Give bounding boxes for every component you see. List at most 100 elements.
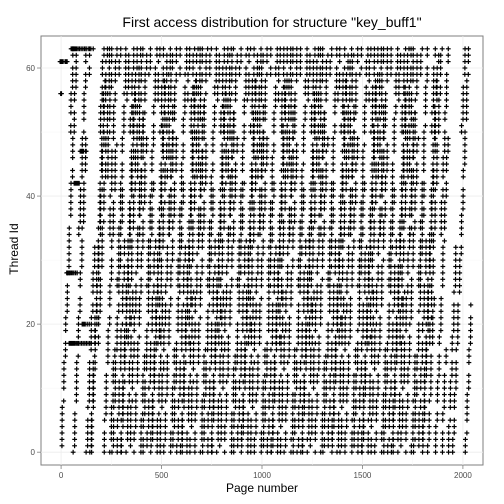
data-point	[170, 244, 175, 250]
data-point	[457, 283, 462, 289]
data-point	[138, 289, 144, 295]
data-point	[66, 225, 72, 231]
data-point	[70, 148, 76, 154]
data-point	[209, 424, 215, 429]
data-point	[164, 385, 170, 391]
data-point	[64, 308, 70, 314]
data-point	[114, 142, 120, 148]
data-point	[61, 398, 67, 404]
data-point	[107, 289, 113, 295]
data-point	[227, 321, 233, 327]
data-point	[59, 443, 65, 449]
data-point	[392, 366, 398, 372]
data-point	[192, 443, 198, 449]
data-point	[61, 385, 67, 391]
data-point	[197, 315, 203, 321]
data-point	[68, 200, 74, 205]
data-point	[196, 347, 202, 353]
data-point	[462, 148, 468, 154]
data-point	[223, 417, 229, 423]
data-point	[199, 270, 205, 276]
data-point	[188, 116, 194, 122]
data-point	[224, 404, 229, 410]
data-point	[68, 104, 74, 109]
data-point	[105, 340, 111, 346]
data-point	[452, 398, 457, 404]
data-point	[420, 443, 426, 449]
data-point	[59, 424, 65, 429]
data-point	[270, 404, 276, 410]
data-point	[65, 283, 70, 289]
data-point	[225, 366, 231, 372]
data-point	[70, 78, 75, 84]
data-point	[61, 366, 67, 372]
data-point	[450, 449, 456, 455]
data-point	[70, 449, 76, 455]
data-point	[72, 417, 78, 423]
data-point	[462, 161, 468, 167]
data-point	[225, 353, 231, 359]
data-point	[457, 270, 463, 276]
data-point	[455, 340, 461, 346]
data-point	[109, 270, 114, 276]
data-point	[70, 155, 76, 161]
data-point	[105, 334, 111, 340]
data-point	[79, 251, 85, 257]
data-point	[103, 379, 109, 385]
data-point	[64, 302, 70, 308]
data-point	[92, 347, 98, 353]
data-point	[74, 385, 79, 391]
data-point	[70, 84, 75, 90]
data-point	[133, 411, 139, 417]
data-point	[135, 379, 140, 385]
data-point	[455, 302, 461, 308]
data-point	[142, 161, 148, 167]
data-point	[66, 257, 72, 263]
data-point	[59, 411, 65, 417]
data-point	[74, 372, 80, 378]
data-point	[100, 59, 105, 65]
data-point	[422, 385, 428, 391]
data-point	[455, 321, 461, 327]
data-point	[70, 168, 75, 173]
data-point	[453, 385, 459, 391]
data-point	[133, 404, 139, 410]
data-point	[231, 219, 237, 225]
data-point	[462, 136, 468, 141]
data-point	[168, 283, 174, 289]
data-point	[79, 264, 85, 269]
data-point	[101, 436, 107, 442]
data-point	[75, 334, 81, 340]
data-point	[162, 430, 168, 436]
data-point	[66, 251, 72, 257]
data-point	[194, 398, 200, 404]
data-point	[457, 257, 463, 263]
data-point	[72, 430, 78, 436]
data-point	[460, 206, 466, 212]
data-point	[103, 404, 109, 410]
data-point	[71, 116, 77, 122]
data-point	[68, 212, 74, 218]
data-point	[105, 347, 111, 353]
chart-title: First access distribution for structure …	[122, 14, 421, 30]
data-point	[194, 372, 200, 378]
data-point	[453, 347, 459, 353]
data-point	[59, 436, 65, 442]
data-point	[460, 193, 466, 199]
data-point	[227, 315, 233, 321]
data-point	[460, 200, 466, 205]
data-point	[103, 398, 109, 404]
data-point	[452, 392, 457, 397]
data-point	[166, 328, 172, 333]
data-point	[133, 424, 139, 429]
data-point	[163, 411, 168, 417]
data-point	[462, 142, 468, 148]
data-point	[75, 353, 81, 359]
data-point	[162, 424, 168, 429]
data-point	[63, 347, 68, 353]
data-point	[73, 59, 79, 65]
data-point	[450, 443, 456, 449]
data-point	[107, 283, 113, 289]
data-point	[196, 340, 202, 346]
